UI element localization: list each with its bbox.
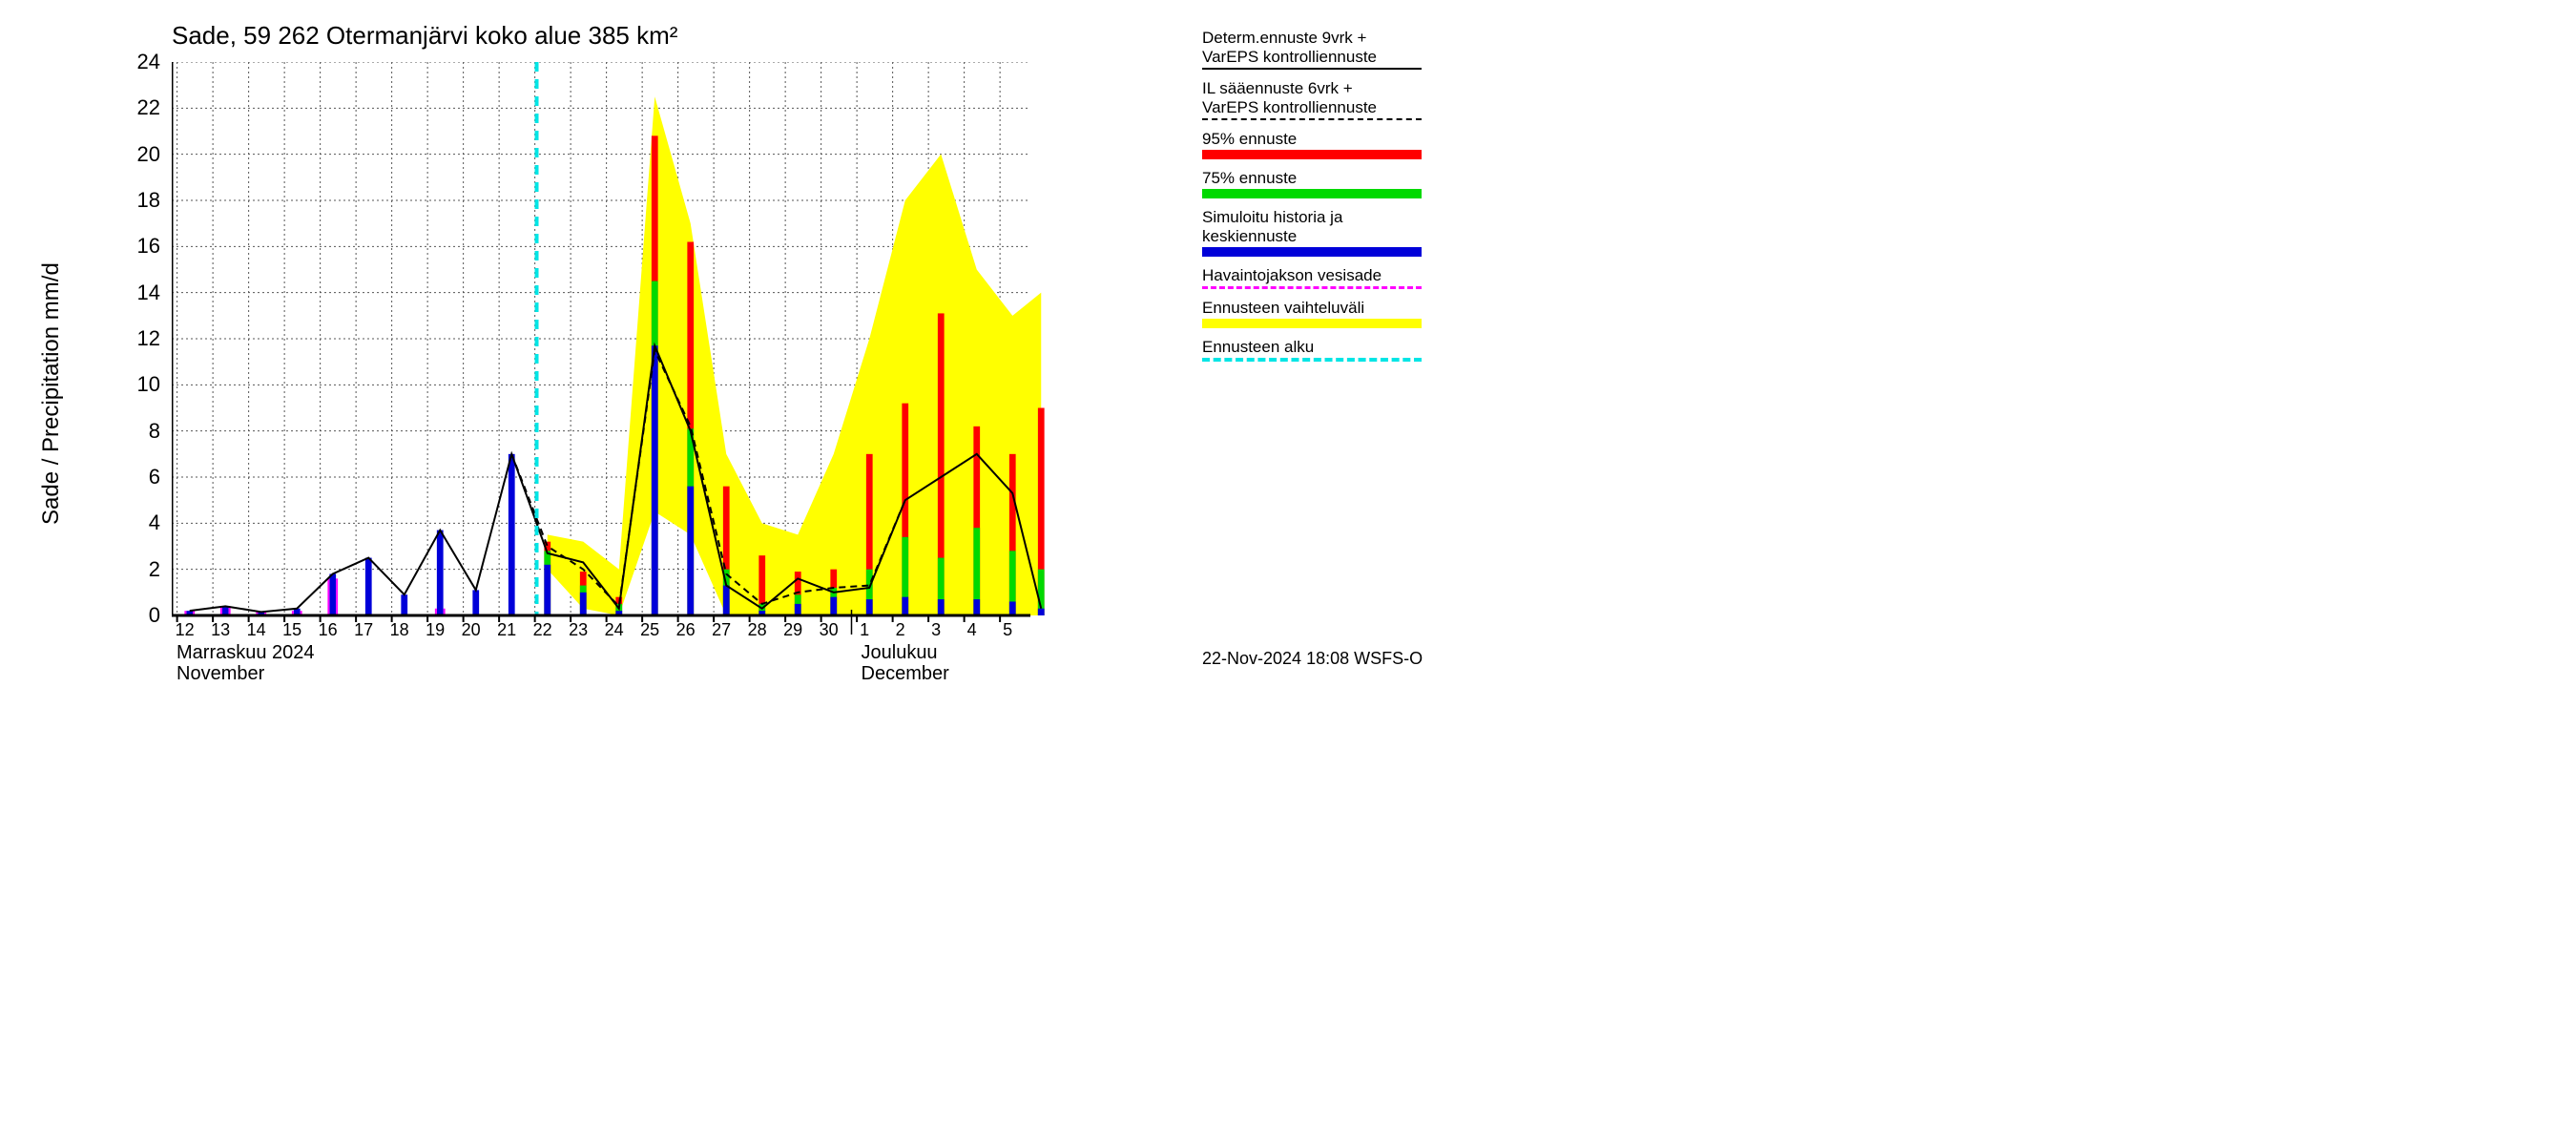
y-tick-label: 16 xyxy=(126,234,160,259)
legend-sample xyxy=(1202,150,1422,159)
legend-label: VarEPS kontrolliennuste xyxy=(1202,48,1422,67)
legend-sample xyxy=(1202,189,1422,198)
x-tick-label: 21 xyxy=(497,620,516,640)
bar-segment xyxy=(437,531,444,615)
chart-title: Sade, 59 262 Otermanjärvi koko alue 385 … xyxy=(172,21,677,51)
bar-segment xyxy=(866,599,873,615)
legend-label: Ennusteen alku xyxy=(1202,338,1422,357)
y-tick-label: 4 xyxy=(126,510,160,535)
bar-segment xyxy=(973,599,980,615)
legend-sample xyxy=(1202,118,1422,120)
y-tick-label: 20 xyxy=(126,142,160,167)
x-tick-label: 29 xyxy=(783,620,802,640)
legend-label: Ennusteen vaihteluväli xyxy=(1202,299,1422,318)
legend-sample xyxy=(1202,247,1422,257)
month2-en: December xyxy=(862,663,949,685)
bar-segment xyxy=(902,597,908,615)
legend-entry: Havaintojakson vesisade xyxy=(1202,266,1422,289)
x-tick-label: 15 xyxy=(282,620,301,640)
bar-segment xyxy=(723,586,730,615)
bar-segment xyxy=(687,487,694,615)
bar-segment xyxy=(401,594,407,615)
x-tick-label: 22 xyxy=(533,620,552,640)
legend-entry: Ennusteen vaihteluväli xyxy=(1202,299,1422,328)
bar-segment xyxy=(1038,609,1045,615)
bar-segment xyxy=(329,574,336,616)
x-tick-label: 12 xyxy=(176,620,195,640)
legend-label: IL sääennuste 6vrk + xyxy=(1202,79,1422,98)
x-tick-label: 16 xyxy=(319,620,338,640)
legend-label: keskiennuste xyxy=(1202,227,1422,246)
bar-segment xyxy=(472,590,479,615)
month1-fi: Marraskuu 2024 xyxy=(177,642,315,664)
y-tick-label: 0 xyxy=(126,603,160,628)
x-tick-label: 24 xyxy=(605,620,624,640)
bar-segment xyxy=(830,597,837,615)
legend-sample xyxy=(1202,286,1422,289)
x-tick-label: 30 xyxy=(820,620,839,640)
y-tick-label: 14 xyxy=(126,281,160,305)
y-tick-label: 22 xyxy=(126,95,160,120)
x-tick-label: 18 xyxy=(390,620,409,640)
x-tick-label: 25 xyxy=(640,620,659,640)
chart-container: Sade / Precipitation mm/d Sade, 59 262 O… xyxy=(0,0,1431,668)
bar-segment xyxy=(652,345,658,615)
bar-segment xyxy=(544,565,551,615)
bar-segment xyxy=(365,558,372,615)
plot-svg xyxy=(172,62,1107,635)
y-tick-label: 8 xyxy=(126,419,160,444)
legend: Determ.ennuste 9vrk +VarEPS kontrollienn… xyxy=(1202,29,1422,371)
bar-segment xyxy=(509,454,515,615)
legend-entry: Ennusteen alku xyxy=(1202,338,1422,362)
x-tick-label: 20 xyxy=(462,620,481,640)
x-tick-label: 14 xyxy=(247,620,266,640)
legend-sample xyxy=(1202,68,1422,70)
forecast-range-area xyxy=(548,96,1042,615)
legend-entry: IL sääennuste 6vrk + VarEPS kontrollienn… xyxy=(1202,79,1422,120)
bar-segment xyxy=(580,593,587,615)
legend-label: Simuloitu historia ja xyxy=(1202,208,1422,227)
y-tick-label: 12 xyxy=(126,326,160,351)
month1-en: November xyxy=(177,663,264,685)
y-tick-label: 18 xyxy=(126,188,160,213)
legend-label: Determ.ennuste 9vrk + xyxy=(1202,29,1422,48)
x-tick-label: 3 xyxy=(931,620,941,640)
month2-fi: Joulukuu xyxy=(862,642,938,664)
bar-segment xyxy=(795,604,801,615)
legend-sample xyxy=(1202,358,1422,362)
legend-entry: 75% ennuste xyxy=(1202,169,1422,198)
legend-label: Havaintojakson vesisade xyxy=(1202,266,1422,285)
y-tick-label: 10 xyxy=(126,372,160,397)
x-tick-label: 17 xyxy=(354,620,373,640)
x-tick-label: 26 xyxy=(676,620,696,640)
x-tick-label: 2 xyxy=(896,620,905,640)
footer-timestamp: 22-Nov-2024 18:08 WSFS-O xyxy=(1202,649,1423,669)
legend-entry: Determ.ennuste 9vrk +VarEPS kontrollienn… xyxy=(1202,29,1422,70)
legend-entry: Simuloitu historia jakeskiennuste xyxy=(1202,208,1422,257)
legend-label: 95% ennuste xyxy=(1202,130,1422,149)
legend-sample xyxy=(1202,319,1422,328)
legend-entry: 95% ennuste xyxy=(1202,130,1422,159)
y-tick-label: 6 xyxy=(126,465,160,489)
x-tick-label: 13 xyxy=(211,620,230,640)
x-tick-label: 23 xyxy=(569,620,588,640)
legend-label: 75% ennuste xyxy=(1202,169,1422,188)
y-tick-label: 2 xyxy=(126,557,160,582)
bar-segment xyxy=(1009,602,1016,616)
x-tick-label: 1 xyxy=(860,620,869,640)
plot-area xyxy=(172,62,1030,615)
bar-segment xyxy=(938,599,945,615)
y-tick-label: 24 xyxy=(126,50,160,74)
x-tick-label: 5 xyxy=(1003,620,1012,640)
y-axis-label: Sade / Precipitation mm/d xyxy=(38,262,65,525)
legend-label: VarEPS kontrolliennuste xyxy=(1202,98,1422,117)
x-tick-label: 28 xyxy=(748,620,767,640)
x-tick-label: 27 xyxy=(712,620,731,640)
x-tick-label: 19 xyxy=(426,620,445,640)
x-tick-label: 4 xyxy=(967,620,977,640)
